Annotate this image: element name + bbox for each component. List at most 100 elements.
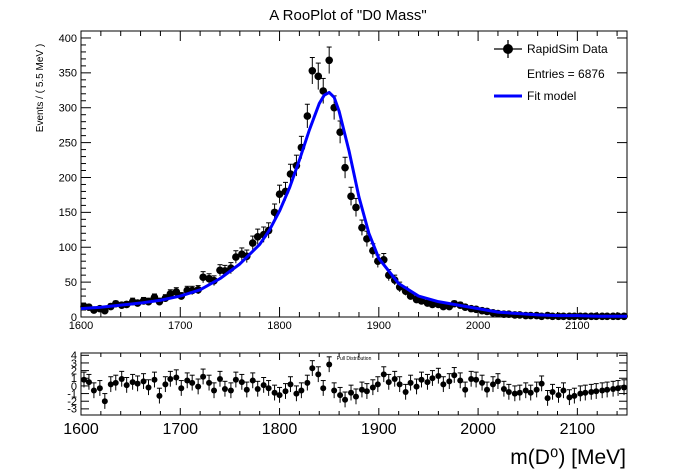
pull-data-point <box>435 372 442 379</box>
main-data-point <box>428 300 437 309</box>
pull-data-point <box>232 376 239 383</box>
pull-data-point <box>80 376 87 383</box>
pull-data-point <box>555 392 562 399</box>
pull-data-point <box>457 377 464 384</box>
pull-data-point <box>566 394 573 401</box>
pull-data-point <box>385 379 392 386</box>
pull-x-tick-label: 2100 <box>560 421 596 438</box>
pull-data-points-0 <box>80 356 628 409</box>
pull-data-point <box>134 380 141 387</box>
main-title: A RooPlot of "D0 Mass" <box>269 7 426 24</box>
pull-data-point <box>167 376 174 383</box>
pull-data-point <box>123 382 130 389</box>
pull-data-point <box>610 385 617 392</box>
legend-entry-entries: Entries = 6876 <box>527 67 605 81</box>
pull-data-point <box>418 376 425 383</box>
main-data-point <box>248 239 257 247</box>
pull-data-point <box>162 381 169 388</box>
main-frame <box>80 30 628 318</box>
pull-data-point <box>326 361 333 368</box>
pull-y-tick-label: 0 <box>71 381 77 393</box>
pull-data-point <box>505 389 512 396</box>
pull-data-point <box>500 385 507 392</box>
main-y-tick-label: 250 <box>59 137 77 149</box>
main-data-point <box>232 253 240 261</box>
pull-data-point <box>173 374 180 381</box>
pull-data-point <box>90 387 97 394</box>
pull-data-point <box>118 376 125 383</box>
pull-data-point <box>549 389 556 396</box>
main-y-tick-label: 400 <box>59 33 77 45</box>
pull-data-point <box>571 392 578 399</box>
pull-data-point <box>451 372 458 379</box>
pull-data-point <box>140 378 147 385</box>
pull-data-point <box>206 379 213 386</box>
pull-data-point <box>494 378 501 385</box>
pull-data-point <box>96 385 103 392</box>
pull-data-point <box>287 381 294 388</box>
pull-data-point <box>544 395 551 402</box>
pull-data-point <box>249 377 256 384</box>
main-y-tick-label: 50 <box>65 277 77 289</box>
main-data-point <box>314 72 323 81</box>
pull-data-point <box>440 381 447 388</box>
pull-data-point <box>533 386 540 393</box>
main-y-tick-label: 200 <box>59 172 77 184</box>
pull-data-point <box>446 378 453 385</box>
main-x-tick-label: 1800 <box>267 320 291 332</box>
pull-data-point <box>413 383 420 390</box>
pull-data-point <box>265 385 272 392</box>
main-data-point <box>341 163 349 172</box>
pull-data-point <box>254 385 261 392</box>
pull-title: Pull Distribution <box>337 356 372 362</box>
pull-data-point <box>582 389 589 396</box>
pull-data-point <box>304 379 311 386</box>
pull-x-tick-label: 1600 <box>63 421 99 438</box>
pull-data-point <box>511 390 518 397</box>
pull-data-point <box>184 377 191 384</box>
pull-data-point <box>156 392 163 399</box>
main-data-point <box>101 306 109 315</box>
pull-data-point <box>216 376 223 383</box>
pull-data-point <box>358 386 365 393</box>
pull-x-axis-label: m(D⁰) [MeV] <box>510 446 626 469</box>
main-data-point <box>308 66 317 75</box>
pull-y-tick-label: 2 <box>71 365 77 377</box>
pull-y-tick-label: -3 <box>67 404 77 416</box>
main-x-tick-label: 2100 <box>565 320 589 332</box>
pull-data-point <box>211 387 218 394</box>
pull-data-point <box>189 379 196 386</box>
legend-data-marker <box>503 44 513 54</box>
main-data-point <box>352 203 360 212</box>
pull-data-point <box>315 371 322 378</box>
main-data-point <box>166 290 175 298</box>
main-x-tick-label: 2000 <box>466 320 490 332</box>
pull-data-point <box>516 389 523 396</box>
pull-data-point <box>429 375 436 382</box>
pull-data-point <box>604 386 611 393</box>
main-y-tick-label: 0 <box>71 312 77 324</box>
main-data-point <box>347 192 355 201</box>
pull-data-point <box>151 376 158 383</box>
pull-data-point <box>260 382 267 389</box>
legend-entry-fit: Fit model <box>527 89 576 103</box>
pull-x-tick-label: 1800 <box>262 421 298 438</box>
pull-frame <box>80 352 628 416</box>
pull-data-point <box>424 379 431 386</box>
main-y-axis-label: Events / ( 5.5 MeV ) <box>35 44 46 132</box>
pull-data-point <box>309 365 316 372</box>
main-data-point <box>336 128 344 136</box>
main-y-tick-label: 300 <box>59 103 77 115</box>
pull-y-tick-label: 1 <box>71 373 77 385</box>
pull-data-point <box>298 387 305 394</box>
pull-data-point <box>145 384 152 391</box>
pull-data-point <box>129 379 136 386</box>
main-data-point <box>319 87 328 95</box>
pull-data-point <box>352 393 359 400</box>
pull-data-point <box>473 376 480 383</box>
main-data-point <box>325 56 333 65</box>
pull-data-point <box>599 387 606 394</box>
pull-data-point <box>391 376 398 383</box>
